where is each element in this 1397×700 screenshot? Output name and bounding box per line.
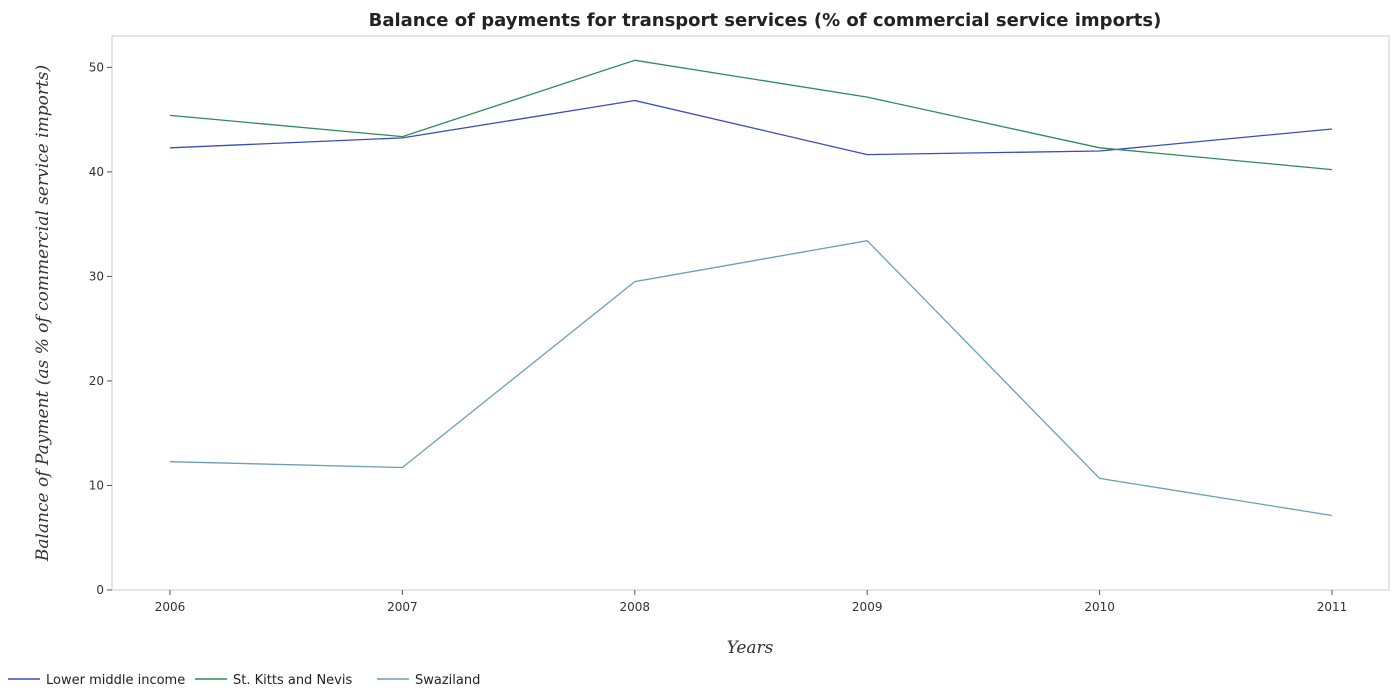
plot-area [111,35,1390,591]
y-axis-label: Balance of Payment (as % of commercial s… [33,65,53,562]
chart-title: Balance of payments for transport servic… [369,10,1162,31]
x-axis-ticks: 2006 2007 2008 2009 2010 2011 [155,590,1348,614]
x-tick-label: 2011 [1317,600,1348,614]
x-axis-label: Years [727,638,774,658]
legend: Lower middle income St. Kitts and Nevis Sw… [8,673,480,688]
series-line-lower-middle-income [169,99,1333,156]
y-tick-label: 50 [89,60,104,74]
legend-label: St. Kitts and Nevis [233,673,352,688]
x-tick-label: 2008 [620,600,651,614]
y-tick-label: 20 [89,374,104,388]
series-line-swaziland [169,240,1333,517]
y-tick-label: 40 [89,165,104,179]
x-tick-label: 2007 [387,600,418,614]
y-tick-label: 0 [96,583,104,597]
x-tick-label: 2006 [155,600,186,614]
y-axis-ticks: 0 10 20 30 40 50 [89,60,112,597]
x-tick-label: 2009 [852,600,883,614]
series-line-st-kitts-and-nevis [169,59,1333,171]
y-tick-label: 10 [89,478,104,492]
legend-label: Lower middle income [46,673,185,688]
y-tick-label: 30 [89,269,104,283]
legend-label: Swaziland [415,673,480,688]
x-tick-label: 2010 [1084,600,1115,614]
series-lines [169,59,1333,517]
